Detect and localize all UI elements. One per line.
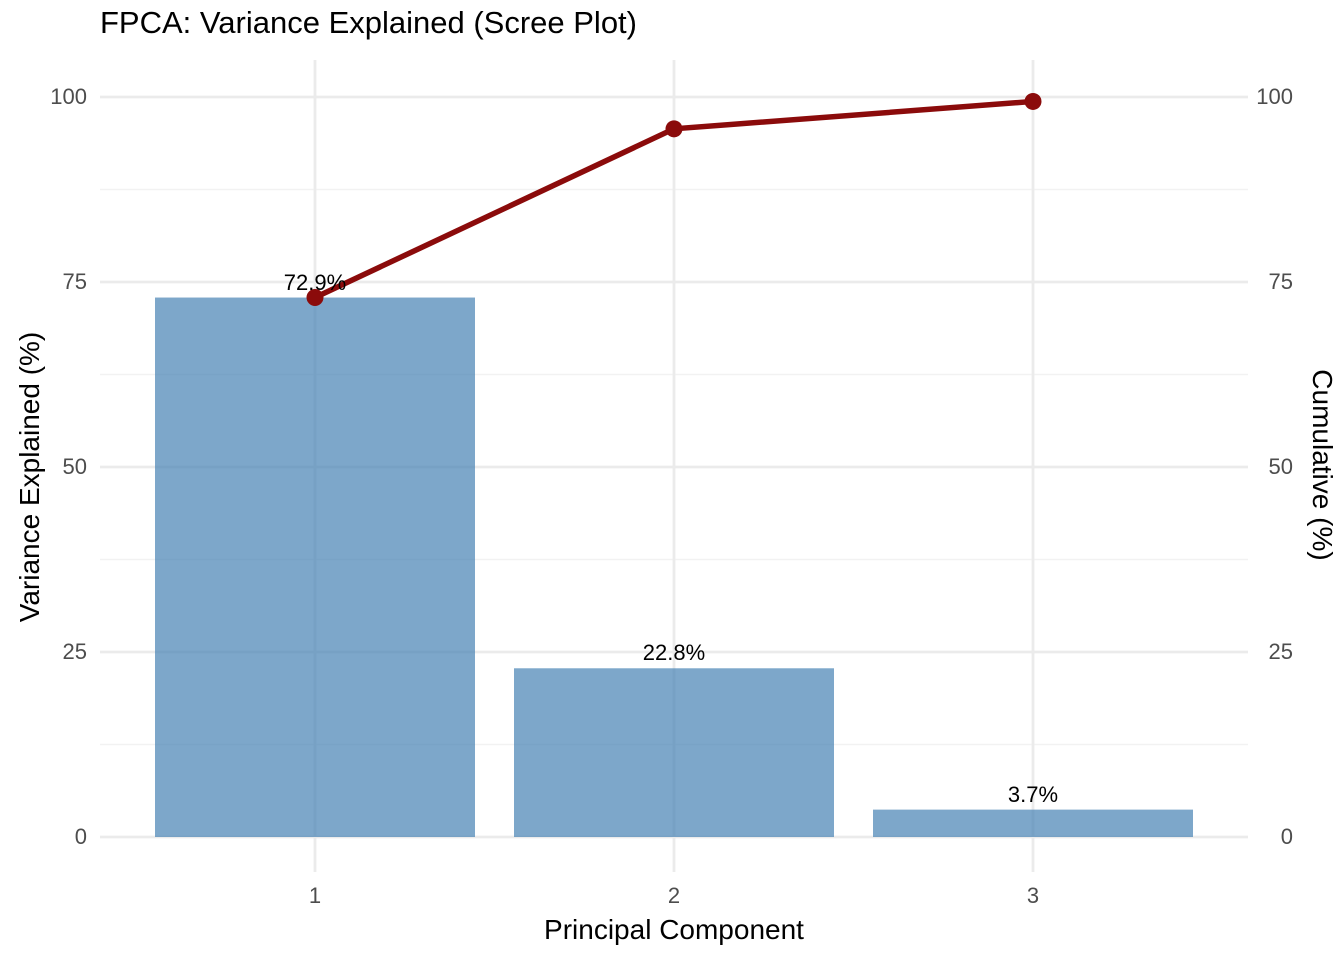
bar-value-label-pc3: 3.7% bbox=[1007, 781, 1059, 807]
variance-bar-pc1 bbox=[155, 297, 475, 837]
bar-value-label-pc1: 72.9% bbox=[283, 269, 347, 295]
plot-title: FPCA: Variance Explained (Scree Plot) bbox=[100, 5, 637, 40]
variance-bar-pc3 bbox=[873, 809, 1193, 837]
bar-value-label-pc2: 22.8% bbox=[642, 640, 706, 666]
variance-bar-pc2 bbox=[514, 668, 834, 837]
y-tick-label-left-25: 25 bbox=[62, 639, 87, 664]
cumulative-point-pc1 bbox=[306, 289, 324, 307]
y-axis-title-right: Cumulative (%) bbox=[1307, 369, 1338, 561]
x-axis-title: Principal Component bbox=[544, 914, 804, 945]
y-tick-label-right-50: 50 bbox=[1268, 454, 1293, 479]
cumulative-point-pc2 bbox=[665, 120, 683, 138]
x-tick-label-2: 2 bbox=[667, 883, 681, 908]
y-tick-label-right-75: 75 bbox=[1268, 269, 1293, 294]
x-tick-label-3: 3 bbox=[1026, 883, 1040, 908]
y-tick-label-right-100: 100 bbox=[1256, 84, 1293, 109]
y-tick-label-right-0: 0 bbox=[1280, 824, 1293, 849]
y-tick-label-left-75: 75 bbox=[62, 269, 87, 294]
y-tick-label-left-50: 50 bbox=[62, 454, 87, 479]
cumulative-point-pc3 bbox=[1024, 92, 1042, 110]
y-tick-label-left-0: 0 bbox=[74, 824, 87, 849]
y-tick-label-left-100: 100 bbox=[50, 84, 87, 109]
x-tick-label-1: 1 bbox=[308, 883, 322, 908]
y-tick-label-right-25: 25 bbox=[1268, 639, 1293, 664]
